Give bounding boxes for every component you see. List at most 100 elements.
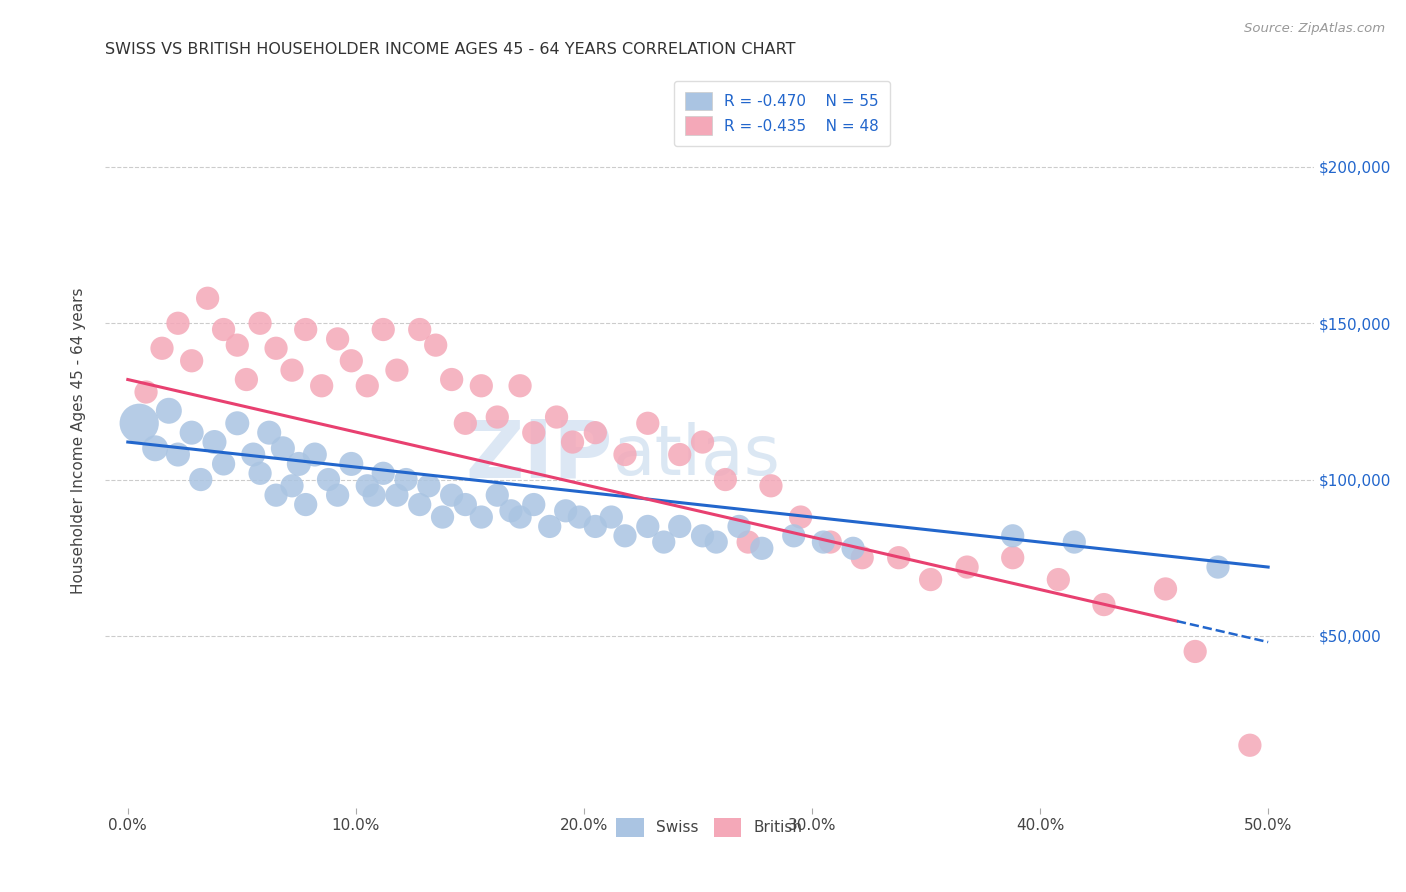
Point bbox=[568, 510, 591, 524]
Point bbox=[842, 541, 865, 556]
Point bbox=[813, 535, 835, 549]
Point bbox=[637, 519, 659, 533]
Point bbox=[281, 363, 304, 377]
Point bbox=[304, 448, 326, 462]
Point bbox=[1206, 560, 1229, 574]
Point bbox=[956, 560, 979, 574]
Point bbox=[150, 341, 173, 355]
Point bbox=[385, 488, 408, 502]
Point bbox=[583, 425, 606, 440]
Point bbox=[271, 442, 294, 456]
Legend: Swiss, British: Swiss, British bbox=[609, 810, 810, 844]
Point bbox=[418, 479, 440, 493]
Point bbox=[242, 448, 264, 462]
Point bbox=[851, 550, 873, 565]
Point bbox=[326, 488, 349, 502]
Text: ZIP: ZIP bbox=[465, 417, 613, 494]
Point bbox=[1001, 529, 1024, 543]
Point bbox=[1063, 535, 1085, 549]
Point bbox=[583, 519, 606, 533]
Point bbox=[692, 435, 714, 450]
Text: atlas: atlas bbox=[613, 422, 780, 489]
Point bbox=[432, 510, 454, 524]
Point bbox=[692, 529, 714, 543]
Point bbox=[204, 435, 226, 450]
Point bbox=[820, 535, 842, 549]
Point bbox=[294, 498, 316, 512]
Point bbox=[212, 322, 235, 336]
Point bbox=[143, 442, 166, 456]
Point bbox=[356, 378, 378, 392]
Point bbox=[1184, 644, 1206, 658]
Point bbox=[226, 338, 249, 352]
Point bbox=[395, 473, 418, 487]
Point bbox=[190, 473, 212, 487]
Point bbox=[318, 473, 340, 487]
Point bbox=[668, 448, 690, 462]
Point bbox=[920, 573, 942, 587]
Point bbox=[409, 498, 432, 512]
Point bbox=[180, 353, 202, 368]
Point bbox=[751, 541, 773, 556]
Point bbox=[340, 353, 363, 368]
Point bbox=[264, 488, 287, 502]
Point bbox=[737, 535, 759, 549]
Point bbox=[887, 550, 910, 565]
Point bbox=[600, 510, 623, 524]
Text: Source: ZipAtlas.com: Source: ZipAtlas.com bbox=[1244, 22, 1385, 36]
Point bbox=[454, 498, 477, 512]
Point bbox=[226, 417, 249, 431]
Point bbox=[509, 510, 531, 524]
Point bbox=[373, 322, 395, 336]
Point bbox=[440, 488, 463, 502]
Point bbox=[340, 457, 363, 471]
Point bbox=[759, 479, 782, 493]
Point bbox=[356, 479, 378, 493]
Point bbox=[373, 467, 395, 481]
Point bbox=[288, 457, 311, 471]
Point bbox=[1154, 582, 1177, 596]
Point bbox=[157, 404, 180, 418]
Point bbox=[311, 378, 333, 392]
Point bbox=[470, 378, 492, 392]
Point bbox=[561, 435, 583, 450]
Point bbox=[470, 510, 492, 524]
Point bbox=[281, 479, 304, 493]
Point bbox=[614, 529, 637, 543]
Point bbox=[128, 417, 150, 431]
Point bbox=[1001, 550, 1024, 565]
Point bbox=[714, 473, 737, 487]
Point bbox=[554, 504, 576, 518]
Point bbox=[704, 535, 727, 549]
Point bbox=[197, 291, 219, 305]
Point bbox=[363, 488, 385, 502]
Point bbox=[1239, 738, 1261, 752]
Point bbox=[789, 510, 811, 524]
Point bbox=[409, 322, 432, 336]
Point bbox=[167, 448, 190, 462]
Point bbox=[523, 425, 546, 440]
Point bbox=[294, 322, 316, 336]
Point bbox=[326, 332, 349, 346]
Point bbox=[1092, 598, 1115, 612]
Point bbox=[668, 519, 690, 533]
Text: SWISS VS BRITISH HOUSEHOLDER INCOME AGES 45 - 64 YEARS CORRELATION CHART: SWISS VS BRITISH HOUSEHOLDER INCOME AGES… bbox=[105, 42, 796, 57]
Point bbox=[652, 535, 675, 549]
Point bbox=[212, 457, 235, 471]
Point bbox=[546, 410, 568, 425]
Point bbox=[486, 488, 509, 502]
Point bbox=[454, 417, 477, 431]
Point bbox=[523, 498, 546, 512]
Point bbox=[264, 341, 287, 355]
Point bbox=[249, 316, 271, 330]
Point bbox=[180, 425, 202, 440]
Point bbox=[728, 519, 751, 533]
Point bbox=[783, 529, 806, 543]
Point bbox=[385, 363, 408, 377]
Point bbox=[135, 384, 157, 399]
Point bbox=[499, 504, 522, 518]
Point bbox=[167, 316, 190, 330]
Y-axis label: Householder Income Ages 45 - 64 years: Householder Income Ages 45 - 64 years bbox=[72, 287, 86, 594]
Point bbox=[509, 378, 531, 392]
Point bbox=[235, 372, 257, 386]
